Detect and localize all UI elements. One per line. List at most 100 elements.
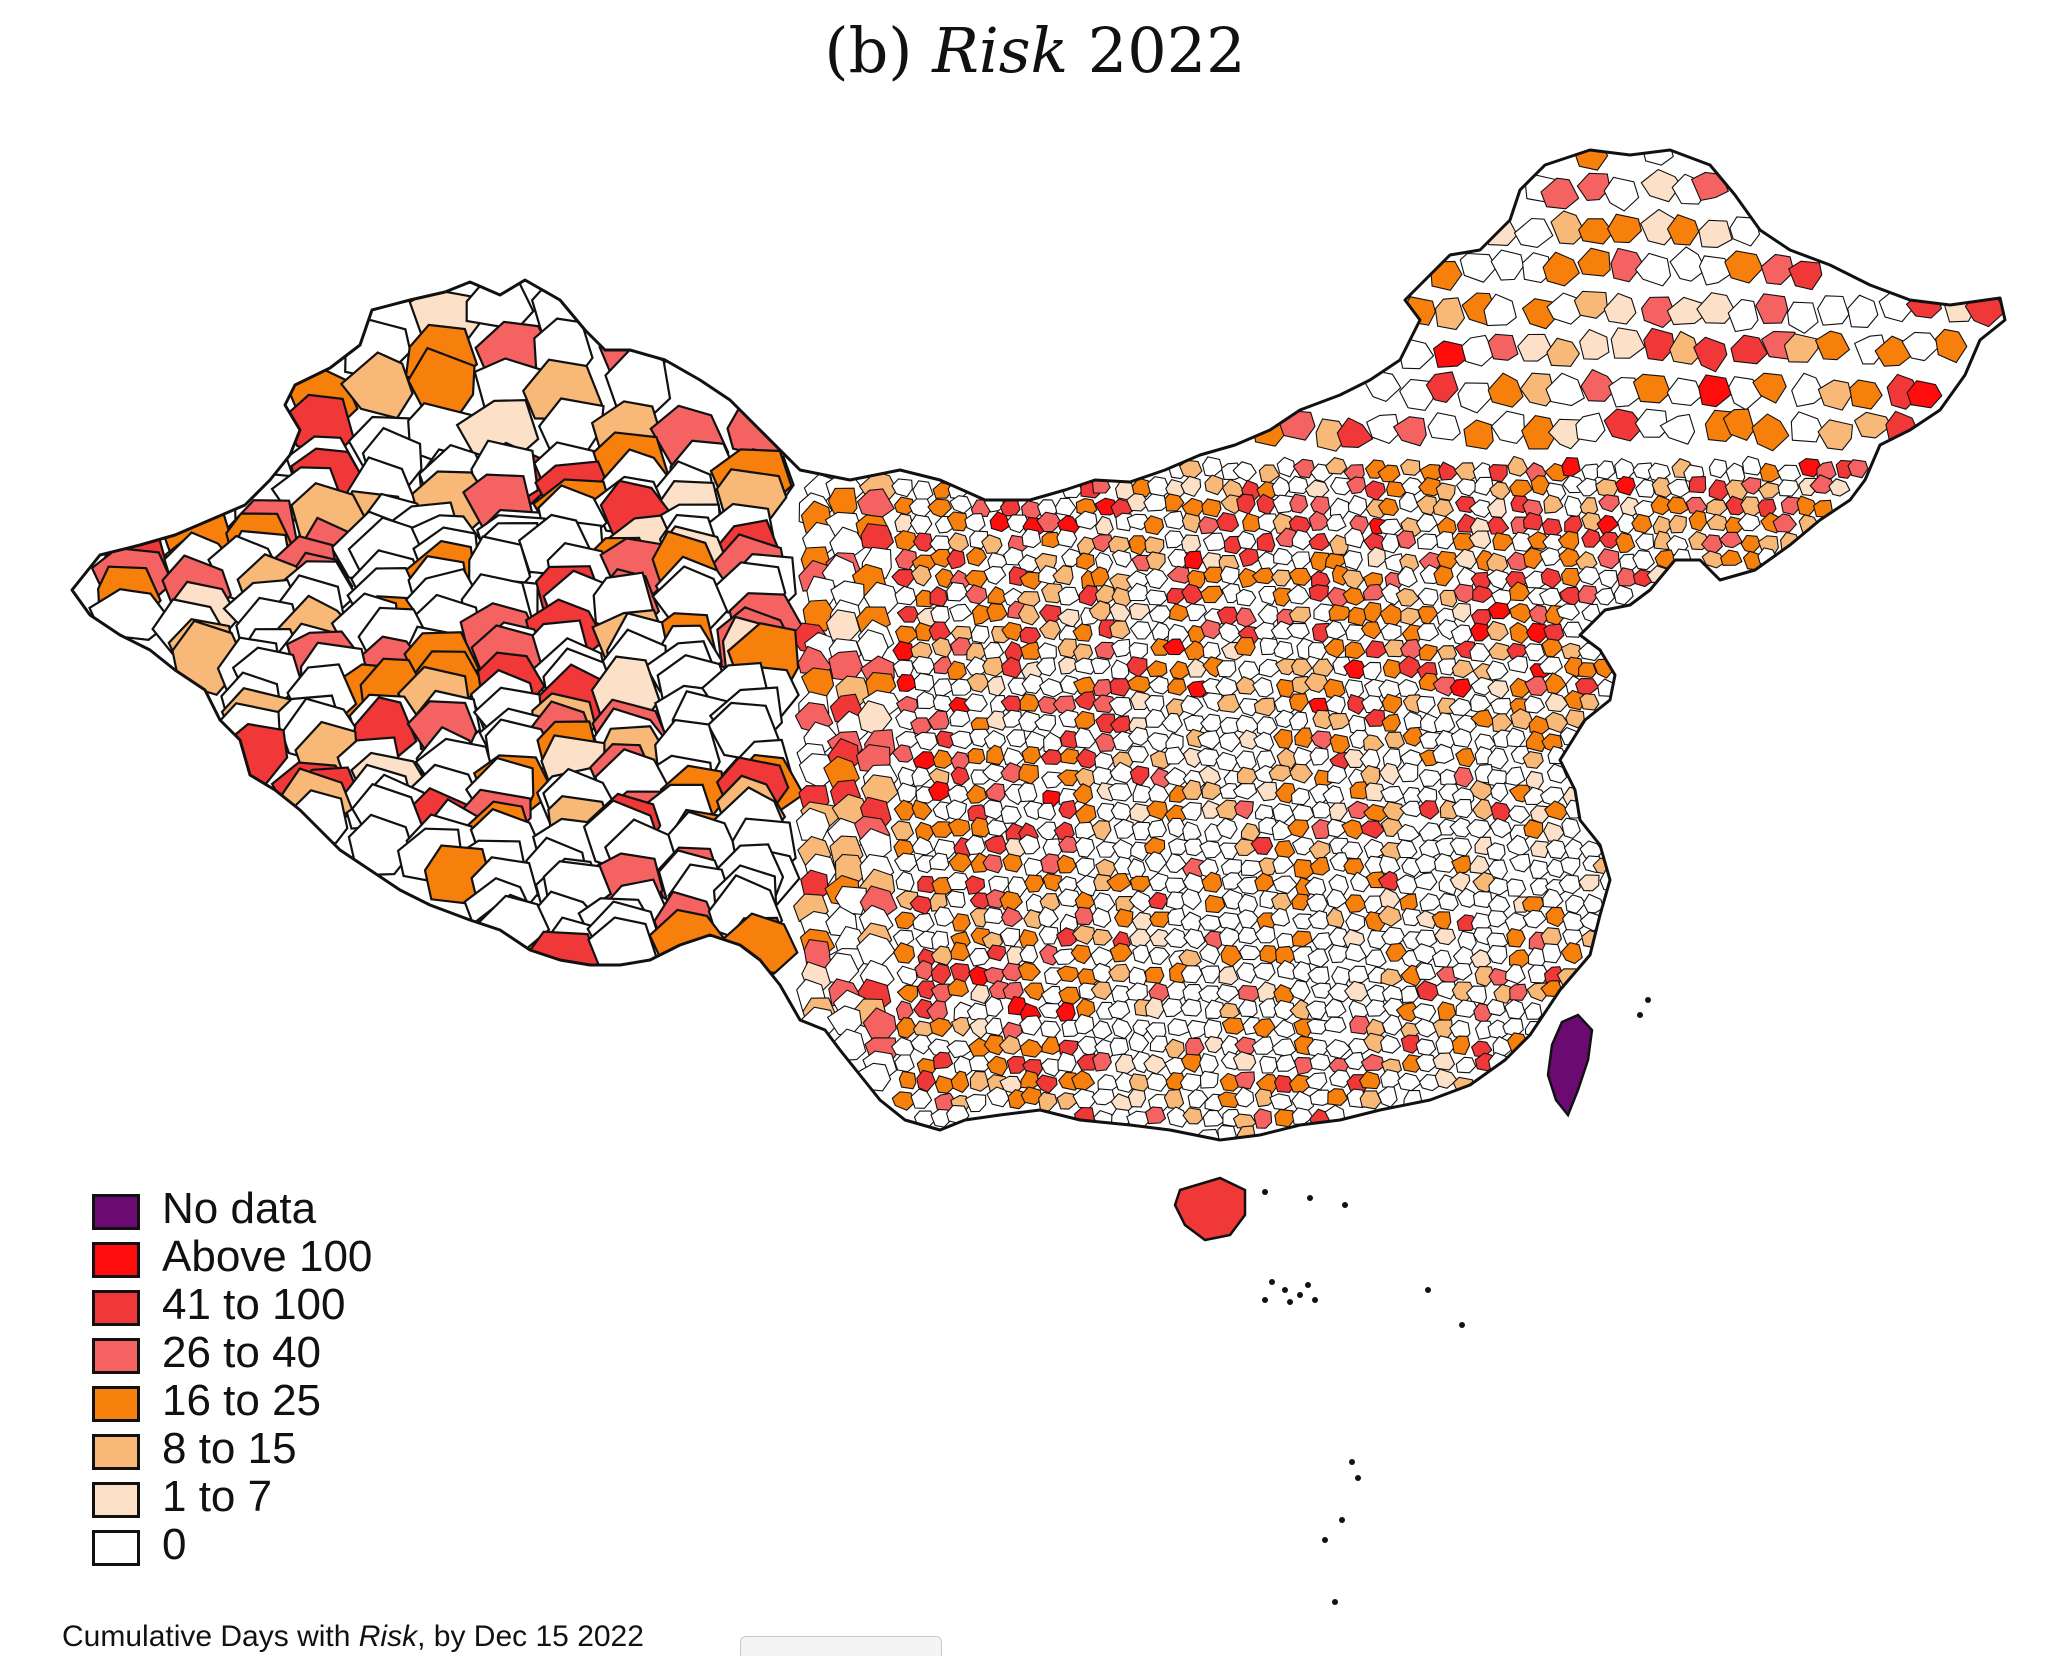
region-cell: [1487, 372, 1524, 408]
region-cell: [1343, 659, 1368, 680]
region-cell: [1274, 782, 1297, 804]
region-cell: [950, 1016, 971, 1037]
region-cell: [1201, 692, 1224, 713]
region-cell: [1668, 514, 1687, 534]
region-cell: [932, 694, 954, 713]
region-cell: [1380, 1034, 1402, 1054]
region-cell: [1186, 658, 1207, 678]
region-cell: [1760, 253, 1795, 286]
legend-item: 0: [92, 1520, 512, 1570]
region-cell: [1325, 907, 1345, 929]
region-cell: [1113, 908, 1134, 928]
legend-swatch: [92, 1386, 140, 1422]
region-cell: [1378, 762, 1401, 786]
region-cell: [930, 945, 954, 966]
region-cell: [1270, 569, 1292, 587]
region-cell: [1000, 805, 1022, 824]
region-cell: [946, 511, 969, 532]
region-cell: [1576, 477, 1598, 497]
region-cell: [1455, 478, 1479, 497]
region-cell: [1556, 603, 1581, 621]
region-cell: [1253, 1108, 1273, 1129]
region-cell: [1469, 642, 1491, 663]
region-cell: [1383, 639, 1406, 658]
region-cell: [1272, 494, 1297, 514]
region-cell: [1455, 999, 1479, 1018]
region-cell: [1347, 693, 1367, 715]
region-cell: [989, 511, 1011, 533]
region-cell: [1485, 660, 1509, 681]
region-cell: [1573, 290, 1608, 319]
region-cell: [1560, 941, 1583, 965]
region-cell: [1488, 642, 1513, 661]
region-cell: [1037, 802, 1057, 821]
region-cell: [1005, 729, 1027, 748]
region-cell: [1522, 909, 1547, 929]
region-cell: [1327, 1088, 1349, 1106]
region-cell: [1143, 493, 1168, 512]
region-cell: [1126, 493, 1150, 512]
region-cell: [1572, 150, 1609, 171]
region-cell: [1798, 458, 1822, 478]
region-cell: [1286, 584, 1311, 605]
region-cell: [984, 1017, 1004, 1037]
region-cell: [1346, 476, 1367, 495]
region-cell: [1698, 219, 1733, 248]
region-cell: [1608, 376, 1642, 408]
region-cell: [1666, 214, 1700, 246]
region-cell: [913, 672, 935, 692]
region-cell: [1347, 965, 1370, 984]
region-cell: [1163, 927, 1188, 949]
region-cell: [934, 568, 955, 589]
region-cell: [1561, 817, 1581, 840]
region-cell: [1309, 856, 1331, 876]
region-cell: [1251, 1036, 1275, 1055]
region-cell: [910, 1088, 933, 1109]
region-cell: [1216, 983, 1240, 1003]
region-cell: [1020, 1086, 1043, 1106]
region-cell: [1250, 836, 1274, 856]
region-cell: [1343, 858, 1365, 876]
bottom-tab-stub[interactable]: [740, 1636, 942, 1656]
region-cell: [1309, 747, 1329, 766]
region-cell: [1093, 873, 1115, 892]
region-cell: [893, 852, 918, 873]
region-cell: [1397, 565, 1418, 588]
region-cell: [986, 744, 1005, 766]
region-cell: [984, 995, 1004, 1017]
region-cell: [1038, 677, 1064, 698]
region-cell: [1204, 999, 1225, 1020]
region-cell: [1539, 547, 1562, 567]
region-cell: [1018, 834, 1041, 855]
region-cell: [892, 640, 915, 661]
region-cell: [929, 548, 953, 568]
region-cell: [1304, 672, 1330, 694]
region-cell: [1128, 602, 1151, 621]
region-cell: [1269, 1093, 1293, 1111]
region-cell: [1238, 984, 1261, 1002]
region-cell: [1414, 853, 1438, 874]
region-cell: [1309, 1089, 1334, 1106]
region-cell: [1017, 782, 1038, 803]
region-cell: [896, 782, 917, 803]
region-cell: [1755, 293, 1789, 324]
region-cell: [347, 813, 415, 877]
region-cell: [1106, 872, 1132, 893]
region-cell: [1427, 412, 1461, 441]
region-cell: [1343, 748, 1368, 768]
region-cell: [1254, 1088, 1274, 1108]
region-cell: [1234, 1036, 1257, 1055]
region-cell: [914, 959, 934, 981]
region-cell: [1759, 462, 1782, 483]
region-cell: [1040, 748, 1065, 765]
region-cell: [1349, 1015, 1372, 1035]
region-cell: [1381, 533, 1400, 554]
region-cell: [1384, 731, 1406, 749]
region-cell: [986, 602, 1008, 623]
region-cell: [1127, 1088, 1147, 1108]
region-cell: [1201, 781, 1224, 801]
region-cell: [1434, 297, 1466, 331]
region-cell: [947, 818, 971, 837]
legend-label: 0: [162, 1520, 187, 1569]
region-cell: [1358, 1070, 1381, 1090]
